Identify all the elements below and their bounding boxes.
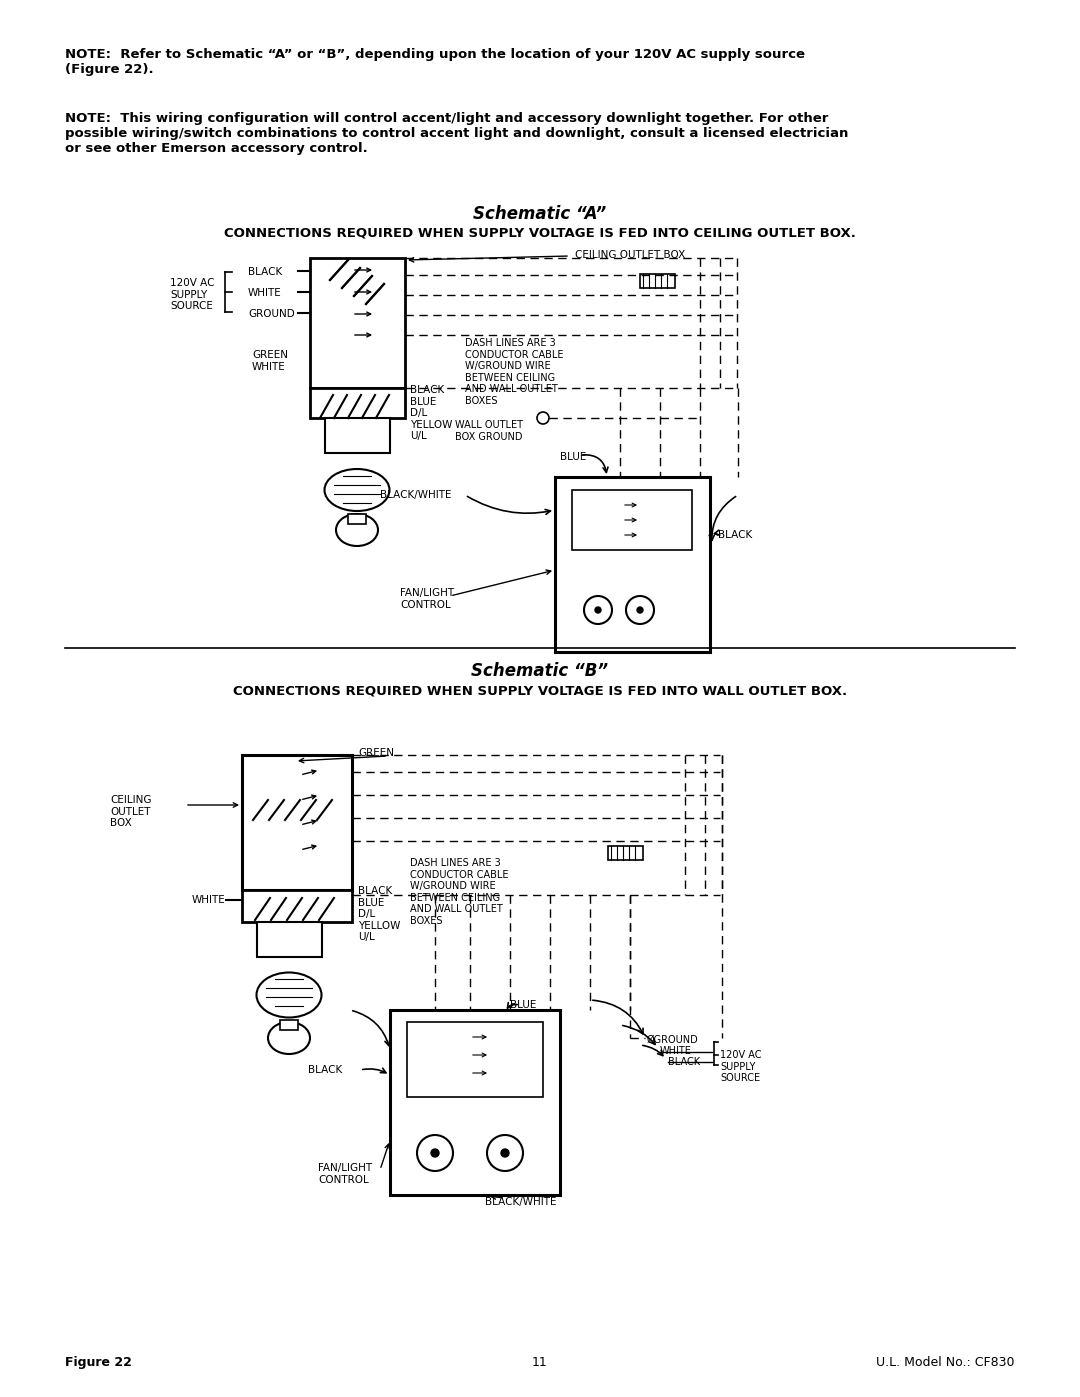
- Ellipse shape: [257, 972, 322, 1017]
- Text: BLACK: BLACK: [248, 267, 282, 277]
- Bar: [608, 847, 643, 861]
- Text: DASH LINES ARE 3
CONDUCTOR CABLE
W/GROUND WIRE
BETWEEN CEILING
AND WALL OUTLET
B: DASH LINES ARE 3 CONDUCTOR CABLE W/GROUN…: [465, 338, 564, 407]
- Text: BLACK/WHITE: BLACK/WHITE: [485, 1197, 556, 1207]
- Text: FAN/LIGHT
CONTROL: FAN/LIGHT CONTROL: [318, 1162, 373, 1185]
- Bar: [242, 890, 352, 922]
- Text: BLUE: BLUE: [561, 453, 586, 462]
- Bar: [407, 1023, 543, 1097]
- Text: CONNECTIONS REQUIRED WHEN SUPPLY VOLTAGE IS FED INTO CEILING OUTLET BOX.: CONNECTIONS REQUIRED WHEN SUPPLY VOLTAGE…: [224, 226, 856, 240]
- Circle shape: [431, 1148, 438, 1157]
- Circle shape: [487, 1134, 523, 1171]
- Text: Figure 22: Figure 22: [65, 1356, 132, 1369]
- Text: WHITE: WHITE: [660, 1046, 692, 1056]
- Ellipse shape: [324, 469, 390, 511]
- Circle shape: [595, 608, 600, 613]
- Bar: [572, 490, 692, 550]
- Bar: [555, 476, 710, 652]
- Bar: [280, 1020, 298, 1030]
- Circle shape: [584, 597, 612, 624]
- Bar: [348, 514, 366, 524]
- Text: BLACK/WHITE: BLACK/WHITE: [380, 490, 451, 500]
- Text: BLUE: BLUE: [510, 1000, 537, 1010]
- Text: GROUND: GROUND: [248, 309, 295, 319]
- Text: BLACK
BLUE
D/L
YELLOW
U/L: BLACK BLUE D/L YELLOW U/L: [357, 886, 401, 943]
- Text: BLACK: BLACK: [669, 1058, 700, 1067]
- Text: BLACK: BLACK: [308, 1065, 342, 1076]
- Circle shape: [537, 412, 549, 425]
- Text: ØGROUND: ØGROUND: [647, 1035, 699, 1045]
- Circle shape: [626, 597, 654, 624]
- Text: BLACK
BLUE
D/L
YELLOW
U/L: BLACK BLUE D/L YELLOW U/L: [410, 386, 453, 441]
- Ellipse shape: [268, 1023, 310, 1053]
- Text: NOTE:  Refer to Schematic “A” or “B”, depending upon the location of your 120V A: NOTE: Refer to Schematic “A” or “B”, dep…: [65, 47, 805, 75]
- Bar: [325, 418, 390, 453]
- Text: Schematic “B”: Schematic “B”: [472, 662, 608, 680]
- Text: GREEN
WHITE: GREEN WHITE: [252, 351, 288, 372]
- Text: CEILING
OUTLET
BOX: CEILING OUTLET BOX: [110, 795, 151, 828]
- Circle shape: [501, 1148, 509, 1157]
- Text: WHITE: WHITE: [248, 288, 282, 298]
- Text: DASH LINES ARE 3
CONDUCTOR CABLE
W/GROUND WIRE
BETWEEN CEILING
AND WALL OUTLET
B: DASH LINES ARE 3 CONDUCTOR CABLE W/GROUN…: [410, 858, 509, 926]
- Text: WHITE: WHITE: [191, 895, 225, 905]
- Text: CEILING OUTLET BOX: CEILING OUTLET BOX: [575, 250, 685, 260]
- Text: NOTE:  This wiring configuration will control accent/light and accessory downlig: NOTE: This wiring configuration will con…: [65, 112, 849, 155]
- Bar: [257, 922, 322, 957]
- Ellipse shape: [336, 514, 378, 546]
- Text: 120V AC
SUPPLY
SOURCE: 120V AC SUPPLY SOURCE: [170, 278, 215, 312]
- Text: CONNECTIONS REQUIRED WHEN SUPPLY VOLTAGE IS FED INTO WALL OUTLET BOX.: CONNECTIONS REQUIRED WHEN SUPPLY VOLTAGE…: [233, 685, 847, 697]
- Text: FAN/LIGHT
CONTROL: FAN/LIGHT CONTROL: [400, 588, 454, 609]
- Bar: [390, 1010, 561, 1194]
- Bar: [310, 258, 405, 388]
- Circle shape: [637, 608, 643, 613]
- Text: 11: 11: [532, 1356, 548, 1369]
- Text: 120V AC
SUPPLY
SOURCE: 120V AC SUPPLY SOURCE: [720, 1051, 761, 1083]
- Bar: [640, 274, 675, 288]
- Text: U.L. Model No.: CF830: U.L. Model No.: CF830: [877, 1356, 1015, 1369]
- Text: Schematic “A”: Schematic “A”: [473, 205, 607, 224]
- Text: WALL OUTLET
BOX GROUND: WALL OUTLET BOX GROUND: [455, 420, 523, 441]
- Text: GREEN: GREEN: [357, 747, 394, 759]
- Bar: [242, 754, 352, 890]
- Circle shape: [417, 1134, 453, 1171]
- Bar: [310, 388, 405, 418]
- Text: BLACK: BLACK: [718, 529, 753, 541]
